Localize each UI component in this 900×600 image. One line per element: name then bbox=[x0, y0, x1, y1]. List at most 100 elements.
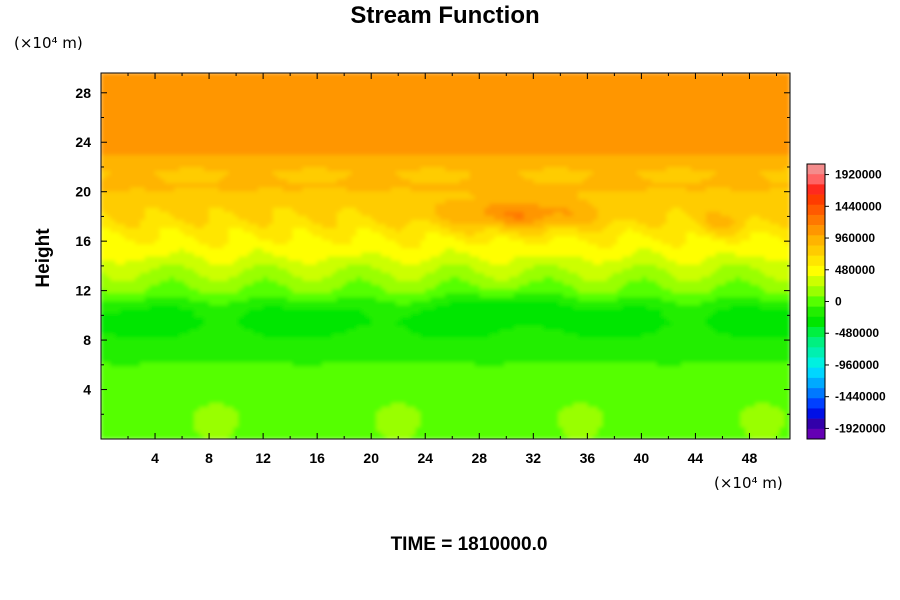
field-cell bbox=[459, 381, 466, 387]
field-cell bbox=[346, 381, 353, 387]
field-cell bbox=[336, 418, 343, 424]
field-cell bbox=[612, 414, 619, 420]
field-cell bbox=[381, 377, 387, 383]
field-cell bbox=[120, 422, 127, 428]
field-cell bbox=[435, 357, 442, 363]
field-cell bbox=[312, 361, 319, 367]
field-cell bbox=[346, 414, 353, 420]
field-cell bbox=[459, 414, 466, 420]
field-cell bbox=[159, 397, 166, 403]
field-cell bbox=[361, 426, 368, 432]
field-cell bbox=[395, 405, 402, 412]
field-cell bbox=[499, 385, 506, 391]
field-cell bbox=[223, 397, 230, 403]
field-cell bbox=[627, 365, 634, 371]
field-cell bbox=[695, 393, 702, 399]
field-cell bbox=[149, 377, 156, 383]
field-cell bbox=[543, 353, 550, 359]
field-cell bbox=[449, 430, 456, 436]
field-cell bbox=[671, 369, 678, 375]
field-cell bbox=[592, 414, 599, 420]
field-cell bbox=[764, 414, 771, 420]
field-cell bbox=[223, 422, 230, 428]
field-cell bbox=[445, 353, 451, 359]
field-cell bbox=[686, 430, 693, 436]
field-cell bbox=[346, 401, 353, 407]
field-cell bbox=[228, 377, 235, 383]
field-cell bbox=[218, 389, 225, 395]
field-cell bbox=[253, 353, 259, 359]
field-cell bbox=[101, 377, 107, 383]
field-cell bbox=[174, 397, 181, 403]
field-cell bbox=[208, 401, 215, 407]
field-cell bbox=[356, 385, 363, 391]
field-cell bbox=[518, 418, 525, 424]
field-cell bbox=[415, 373, 422, 379]
field-cell bbox=[208, 418, 215, 424]
field-cell bbox=[144, 405, 151, 412]
field-cell bbox=[366, 353, 373, 359]
field-cell bbox=[715, 369, 722, 375]
field-cell bbox=[287, 410, 294, 416]
field-cell bbox=[548, 401, 555, 407]
field-cell bbox=[504, 410, 510, 416]
field-cell bbox=[440, 405, 446, 412]
field-cell bbox=[101, 373, 107, 379]
field-cell bbox=[361, 369, 368, 375]
field-cell bbox=[533, 434, 540, 439]
field-cell bbox=[464, 426, 471, 432]
field-cell bbox=[208, 410, 215, 416]
field-cell bbox=[326, 397, 333, 403]
field-cell bbox=[710, 410, 717, 416]
field-cell bbox=[730, 365, 737, 371]
field-cell bbox=[700, 365, 707, 371]
field-cell bbox=[164, 389, 171, 395]
field-cell bbox=[341, 373, 348, 379]
field-cell bbox=[548, 405, 555, 412]
field-cell bbox=[184, 353, 191, 359]
field-cell bbox=[489, 414, 496, 420]
field-cell bbox=[641, 393, 648, 399]
field-cell bbox=[154, 434, 161, 439]
field-cell bbox=[174, 410, 181, 416]
field-cell bbox=[612, 393, 619, 399]
field-cell bbox=[110, 422, 117, 428]
field-cell bbox=[272, 430, 279, 436]
field-cell bbox=[420, 405, 427, 412]
field-cell bbox=[213, 422, 220, 428]
field-cell bbox=[169, 405, 176, 412]
field-cell bbox=[218, 397, 225, 403]
field-cell bbox=[518, 353, 525, 359]
field-cell bbox=[351, 353, 358, 359]
field-cell bbox=[208, 369, 215, 375]
field-cell bbox=[656, 373, 663, 379]
field-cell bbox=[484, 357, 491, 363]
field-cell bbox=[538, 381, 545, 387]
field-cell bbox=[257, 422, 264, 428]
field-cell bbox=[518, 369, 525, 375]
field-cell bbox=[287, 426, 294, 432]
field-cell bbox=[272, 410, 279, 416]
field-cell bbox=[705, 369, 712, 375]
field-cell bbox=[292, 430, 299, 436]
field-cell bbox=[326, 401, 333, 407]
field-cell bbox=[563, 385, 570, 391]
field-cell bbox=[710, 434, 717, 439]
field-cell bbox=[691, 377, 697, 383]
field-cell bbox=[632, 418, 638, 424]
field-cell bbox=[548, 410, 555, 416]
field-cell bbox=[774, 369, 781, 375]
field-cell bbox=[149, 397, 156, 403]
field-cell bbox=[120, 405, 127, 412]
field-cell bbox=[469, 385, 476, 391]
field-cell bbox=[681, 365, 688, 371]
field-cell bbox=[356, 365, 363, 371]
field-cell bbox=[159, 418, 166, 424]
field-cell bbox=[317, 430, 323, 436]
field-cell bbox=[666, 385, 673, 391]
field-cell bbox=[267, 369, 274, 375]
field-cell bbox=[513, 393, 520, 399]
field-cell bbox=[774, 397, 781, 403]
field-cell bbox=[371, 389, 378, 395]
field-cell bbox=[139, 365, 146, 371]
